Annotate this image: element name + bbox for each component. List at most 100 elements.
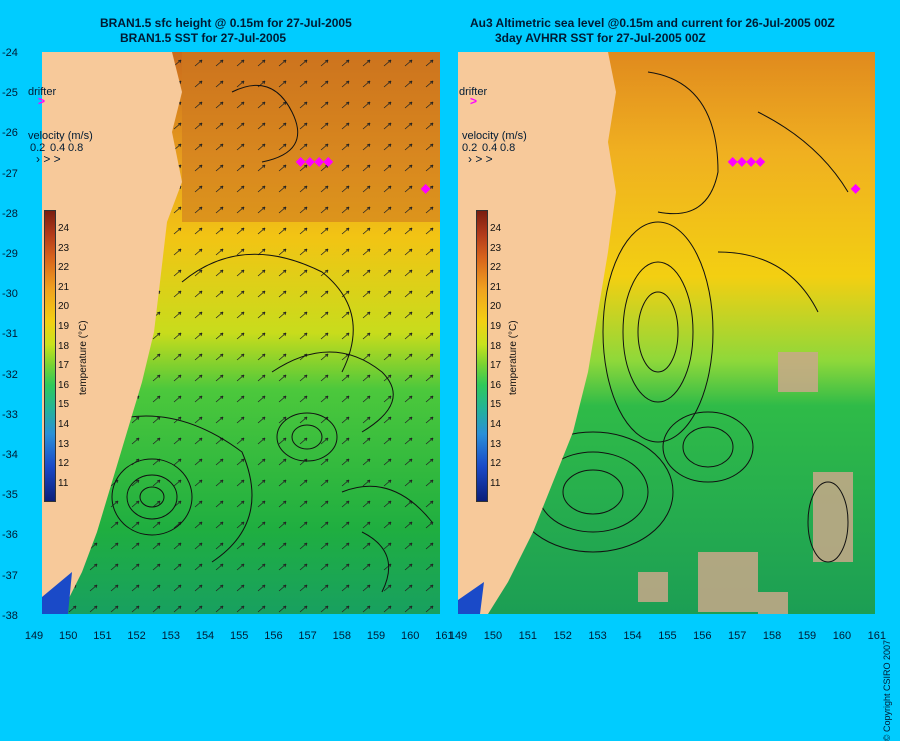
lat-tick-label: -34 <box>2 449 18 461</box>
velocity-arrows-right: › > > <box>468 152 493 166</box>
lon-tick-label: 151 <box>518 630 537 642</box>
colorbar-left <box>44 210 56 502</box>
lon-tick-label: 160 <box>401 630 420 642</box>
lat-tick-label: -25 <box>2 87 18 100</box>
lon-tick-label: 150 <box>59 630 78 642</box>
lon-tick-label: 152 <box>553 630 572 642</box>
lon-tick-label: 157 <box>298 630 317 642</box>
lon-tick-label: 151 <box>93 630 112 642</box>
lat-tick-label: -27 <box>2 167 18 180</box>
colorbar-tick-label: 11 <box>58 477 69 489</box>
colorbar-tick-label: 16 <box>490 379 502 391</box>
colorbar-tick-label: 17 <box>58 360 70 372</box>
lat-tick-label: -24 <box>2 47 18 59</box>
lon-tick-label: 158 <box>332 630 351 642</box>
lon-tick-label: 161 <box>867 630 886 642</box>
left-map-graphic <box>42 52 440 614</box>
lon-tick-label: 152 <box>127 630 146 642</box>
colorbar-tick-label: 22 <box>490 262 502 274</box>
lon-tick-label: 161 <box>435 630 454 642</box>
left-title-2: BRAN1.5 SST for 27-Jul-2005 <box>120 31 287 45</box>
colorbar-tick-label: 22 <box>58 262 70 274</box>
colorbar-tick-label: 11 <box>490 477 501 489</box>
colorbar-tick-label: 18 <box>490 340 502 352</box>
colorbar-tick-label: 20 <box>58 301 70 313</box>
drifter-track-left: ◆◆◆◆ <box>296 154 333 168</box>
lat-tick-label: -26 <box>2 127 18 140</box>
lat-tick-label: -38 <box>2 609 18 622</box>
left-map-panel <box>42 52 440 614</box>
drifter-point-right: ◆ <box>851 181 861 195</box>
lon-tick-label: 160 <box>832 630 852 642</box>
lat-tick-label: -32 <box>2 368 18 381</box>
colorbar-tick-label: 24 <box>490 223 502 234</box>
colorbar-tick-label: 17 <box>490 360 502 372</box>
lat-tick-label: -37 <box>2 569 18 582</box>
colorbar-tick-label: 12 <box>58 458 70 470</box>
colorbar-tick-label: 13 <box>58 438 70 450</box>
colorbar-tick-label: 21 <box>58 281 70 293</box>
velocity-label-left: velocity (m/s) <box>28 130 93 142</box>
velocity-label-right: velocity (m/s) <box>462 130 527 142</box>
right-map-graphic <box>458 52 875 614</box>
colorbar-right <box>476 210 488 502</box>
lon-tick-label: 159 <box>366 630 386 642</box>
lon-tick-label: 153 <box>588 630 607 642</box>
velocity-speed-1-right: 0.4 <box>482 142 498 154</box>
velocity-speed-2-left: 0.8 <box>68 142 84 154</box>
velocity-speed-0-left: 0.2 <box>30 142 46 154</box>
drifter-track-right: ◆◆◆◆ <box>728 154 765 168</box>
colorbar-tick-label: 23 <box>490 242 502 254</box>
colorbar-tick-label: 14 <box>490 419 502 430</box>
colorbar-title-left: temperature (°C) <box>78 320 89 395</box>
lon-tick-label: 149 <box>24 630 44 642</box>
right-title-2: 3day AVHRR SST for 27-Jul-2005 00Z <box>495 31 706 45</box>
lat-tick-label: -33 <box>2 408 18 421</box>
colorbar-tick-label: 18 <box>58 340 70 352</box>
colorbar-tick-label: 20 <box>490 301 502 313</box>
velocity-arrows-left: › > > <box>36 152 61 166</box>
colorbar-tick-label: 13 <box>490 438 502 450</box>
colorbar-tick-label: 24 <box>58 223 70 234</box>
lon-tick-label: 154 <box>195 630 215 642</box>
colorbar-tick-label: 15 <box>490 399 502 411</box>
lon-tick-label: 158 <box>762 630 782 642</box>
lon-tick-label: 150 <box>483 630 503 642</box>
lon-tick-label: 156 <box>693 630 712 642</box>
left-title-1: BRAN1.5 sfc height @ 0.15m for 27-Jul-20… <box>100 16 352 30</box>
colorbar-tick-label: 23 <box>58 242 70 254</box>
drifter-point-left: ◆ <box>421 181 431 195</box>
colorbar-tick-label: 16 <box>58 379 70 391</box>
lon-tick-label: 157 <box>728 630 747 642</box>
drifter-legend-symbol-left: > <box>38 94 46 108</box>
lat-tick-label: -29 <box>2 248 18 260</box>
lon-tick-label: 156 <box>264 630 283 642</box>
colorbar-title-right: temperature (°C) <box>508 320 519 395</box>
lat-tick-label: -31 <box>2 328 18 341</box>
lat-tick-label: -30 <box>2 288 18 301</box>
colorbar-tick-label: 19 <box>58 321 70 332</box>
lon-tick-label: 155 <box>230 630 249 642</box>
colorbar-tick-label: 15 <box>58 399 70 411</box>
colorbar-tick-label: 19 <box>490 321 502 332</box>
lon-tick-label: 159 <box>797 630 817 642</box>
velocity-speed-1-left: 0.4 <box>50 142 66 154</box>
lon-tick-label: 153 <box>161 630 180 642</box>
lat-tick-label: -35 <box>2 489 18 502</box>
lon-tick-label: 154 <box>623 630 642 642</box>
lon-tick-label: 155 <box>658 630 677 642</box>
copyright: © Copyright CSIRO 2007 <box>882 640 892 741</box>
lon-tick-label: 149 <box>448 630 468 642</box>
right-map-panel <box>458 52 875 614</box>
drifter-label-right: drifter <box>459 86 488 98</box>
lat-tick-label: -28 <box>2 207 18 220</box>
velocity-speed-0-right: 0.2 <box>462 142 478 154</box>
velocity-speed-2-right: 0.8 <box>500 142 516 154</box>
right-title-1: Au3 Altimetric sea level @0.15m and curr… <box>470 16 835 30</box>
drifter-label-left: drifter <box>28 86 57 98</box>
colorbar-tick-label: 14 <box>58 419 70 430</box>
colorbar-tick-label: 12 <box>490 458 502 470</box>
lat-tick-label: -36 <box>2 529 18 542</box>
colorbar-tick-label: 21 <box>490 281 502 293</box>
drifter-legend-symbol-right: > <box>470 94 478 108</box>
